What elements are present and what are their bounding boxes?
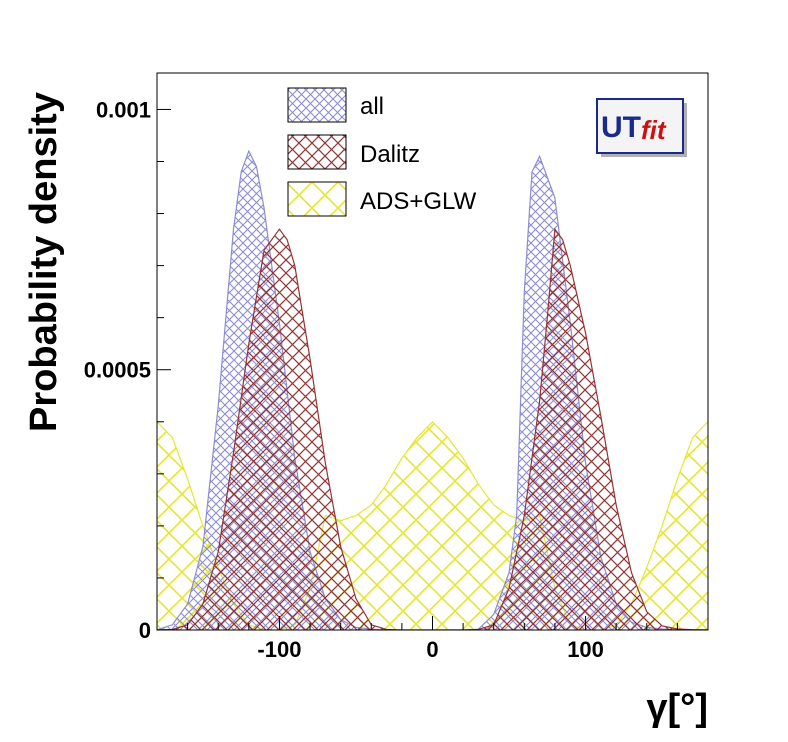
series-layer (157, 149, 708, 630)
y-tick-label: 0.0005 (84, 358, 151, 383)
legend-label-ads-glw: ADS+GLW (360, 188, 477, 215)
logo-text-ut: UT (601, 111, 641, 144)
y-axis-title: Probability density (23, 92, 65, 432)
series-outline-dalitz (157, 227, 708, 630)
legend-label-all: all (360, 93, 384, 120)
y-tick-label: 0.001 (96, 97, 151, 122)
axes-layer: -100 0 100 0 0.0005 0.001 (84, 97, 678, 662)
legend-label-dalitz: Dalitz (360, 141, 420, 168)
x-tick-label: -100 (257, 637, 301, 662)
logo-text-fit: fit (641, 115, 667, 145)
legend-swatch-all (287, 87, 347, 123)
utfit-logo: UT fit (596, 98, 687, 157)
legend-swatch-dalitz (287, 134, 347, 170)
series-area-ads-glw (157, 421, 708, 630)
y-tick-label: 0 (139, 618, 151, 643)
series-area-dalitz (157, 229, 708, 630)
legend: all Dalitz ADS+GLW (287, 87, 477, 217)
x-tick-label: 100 (567, 637, 604, 662)
x-axis-title: γ[°] (646, 687, 708, 729)
x-tick-label: 0 (426, 637, 438, 662)
legend-swatch-ads-glw (287, 181, 347, 217)
